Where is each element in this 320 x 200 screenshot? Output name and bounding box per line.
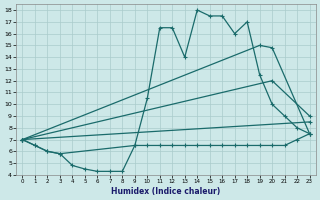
X-axis label: Humidex (Indice chaleur): Humidex (Indice chaleur) — [111, 187, 221, 196]
